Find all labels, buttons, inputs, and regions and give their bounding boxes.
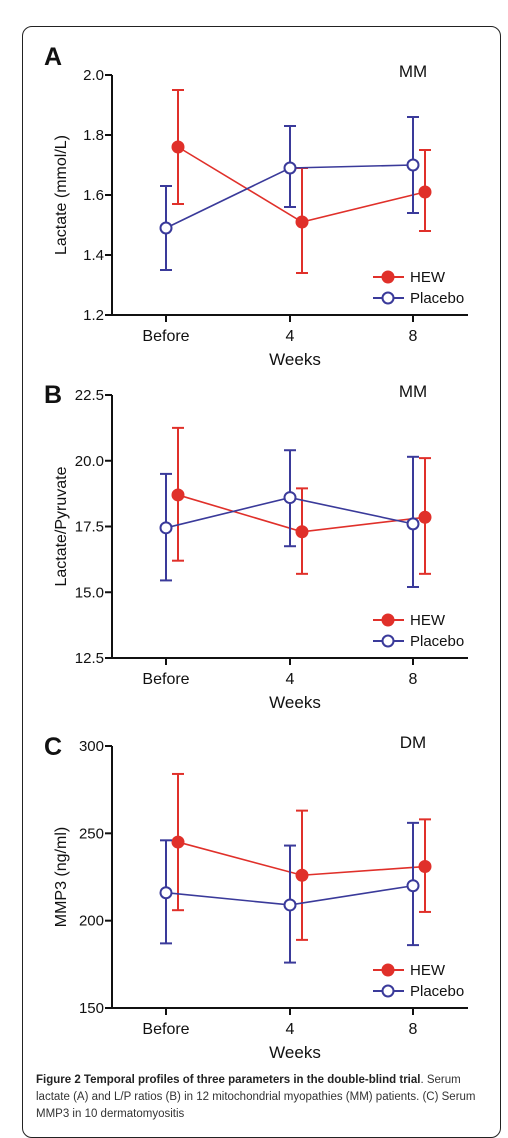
panel-c-x-tick-label: Before xyxy=(142,1021,189,1038)
panel-b-y-tick-label: 12.5 xyxy=(75,650,104,667)
panel-c-x-tick-label: 4 xyxy=(286,1021,295,1038)
panel-a-x-tick-label: 8 xyxy=(409,328,418,345)
panel-b-x-axis-title: Weeks xyxy=(269,693,321,712)
panel-b-placebo-point xyxy=(159,521,173,535)
panel-b-legend-hew-marker xyxy=(381,613,395,627)
panel-b-x-tick-label: 8 xyxy=(409,671,418,688)
panel-c-placebo-point xyxy=(283,898,297,912)
panel-a-y-axis-title: Lactate (mmol/L) xyxy=(53,135,70,255)
panel-c-annotation: DM xyxy=(400,733,426,752)
panel-c-y-tick-label: 300 xyxy=(79,738,104,755)
panel-c-legend-hew-marker xyxy=(381,963,395,977)
figure-frame xyxy=(22,26,501,1138)
panel-a-legend-placebo-marker xyxy=(381,291,395,305)
panel-b-letter: B xyxy=(44,381,62,409)
panel-c-y-tick-label: 150 xyxy=(79,1000,104,1017)
panel-b-y-tick-label: 22.5 xyxy=(75,387,104,404)
panel-b-annotation: MM xyxy=(399,382,427,401)
panel-c-legend-hew-label: HEW xyxy=(410,962,446,979)
panel-b-hew-point xyxy=(171,488,185,502)
panel-a-y-tick-label: 1.6 xyxy=(83,187,104,204)
panel-c-hew-point xyxy=(418,860,432,874)
panel-c-legend-placebo-label: Placebo xyxy=(410,983,464,1000)
panel-a-annotation: MM xyxy=(399,62,427,81)
panel-a-x-axis-title: Weeks xyxy=(269,350,321,369)
panel-b-y-tick-label: 17.5 xyxy=(75,519,104,536)
panel-c-letter: C xyxy=(44,733,62,761)
panel-a-y-tick-label: 1.8 xyxy=(83,127,104,144)
panel-c-y-tick-label: 250 xyxy=(79,825,104,842)
panel-c-x-tick-label: 8 xyxy=(409,1021,418,1038)
panel-b-y-tick-label: 20.0 xyxy=(75,453,104,470)
panel-a-x-tick-label: 4 xyxy=(286,328,295,345)
caption-rest: . Serum lactate (A) and L/P ratios (B) i… xyxy=(36,1074,476,1120)
panel-b-y-axis-title: Lactate/Pyruvate xyxy=(53,466,70,586)
panel-a-hew-point xyxy=(418,185,432,199)
panel-a-hew-point xyxy=(295,215,309,229)
panel-c-y-tick-label: 200 xyxy=(79,913,104,930)
panel-a-y-tick-label: 1.2 xyxy=(83,307,104,324)
panel-c-hew-point xyxy=(171,835,185,849)
panel-b-y-tick-label: 15.0 xyxy=(75,584,104,601)
panel-b-x-tick-label: 4 xyxy=(286,671,295,688)
panel-a-y-tick-label: 2.0 xyxy=(83,67,104,84)
panel-a-legend-placebo-label: Placebo xyxy=(410,290,464,307)
panel-c-placebo-point xyxy=(159,886,173,900)
panel-b-placebo-point xyxy=(283,491,297,505)
panel-b-hew-point xyxy=(295,525,309,539)
panel-c-legend-placebo-marker xyxy=(381,984,395,998)
panel-a-placebo-point xyxy=(406,158,420,172)
panel-c-y-axis-title: MMP3 (ng/ml) xyxy=(53,827,70,927)
panel-b-placebo-point xyxy=(406,517,420,531)
panel-c-placebo-point xyxy=(406,879,420,893)
panel-b-legend-hew-label: HEW xyxy=(410,612,446,629)
panel-a-hew-point xyxy=(171,140,185,154)
panel-a-legend-hew-label: HEW xyxy=(410,269,446,286)
panel-c-x-axis-title: Weeks xyxy=(269,1043,321,1062)
panel-b-hew-point xyxy=(418,510,432,524)
panel-a-legend-hew-marker xyxy=(381,270,395,284)
panel-b-legend-placebo-marker xyxy=(381,634,395,648)
panel-a-x-tick-label: Before xyxy=(142,328,189,345)
panel-a-letter: A xyxy=(44,43,62,71)
panel-c-hew-point xyxy=(295,868,309,882)
panel-a-y-tick-label: 1.4 xyxy=(83,247,104,264)
panel-b-x-tick-label: Before xyxy=(142,671,189,688)
panel-a-placebo-point xyxy=(283,161,297,175)
panel-a-placebo-point xyxy=(159,221,173,235)
figure-caption: Figure 2 Temporal profiles of three para… xyxy=(36,1072,491,1123)
panel-b-legend-placebo-label: Placebo xyxy=(410,633,464,650)
caption-lead: Figure 2 Temporal profiles of three para… xyxy=(36,1074,421,1086)
